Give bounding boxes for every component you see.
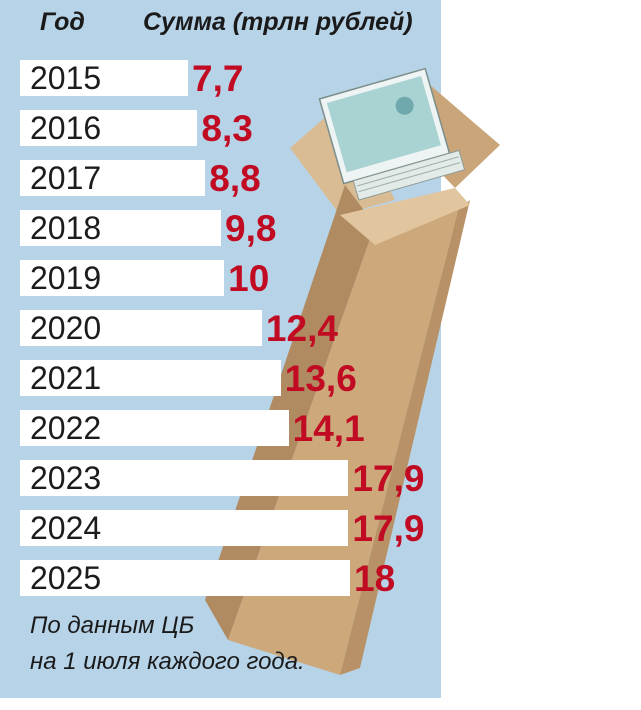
year-label-2015: 2015 bbox=[30, 60, 102, 96]
year-label-2021: 2021 bbox=[30, 360, 102, 396]
year-column-header: Год bbox=[40, 8, 85, 36]
bar-2022 bbox=[20, 410, 289, 446]
value-label-2016: 8,3 bbox=[201, 108, 253, 149]
year-label-2022: 2022 bbox=[30, 410, 102, 446]
bar-2017 bbox=[20, 160, 206, 196]
source-line-1: По данным ЦБ bbox=[30, 612, 195, 639]
bar-2024 bbox=[20, 510, 349, 546]
value-label-2021: 13,6 bbox=[284, 358, 357, 399]
bar-2018 bbox=[20, 210, 222, 246]
year-label-2018: 2018 bbox=[30, 210, 102, 246]
bar-2023 bbox=[20, 460, 349, 496]
year-label-2025: 2025 bbox=[30, 560, 102, 596]
value-label-2019: 10 bbox=[228, 258, 270, 299]
value-label-2025: 18 bbox=[354, 558, 396, 599]
bar-2019 bbox=[20, 260, 225, 296]
bar-2021 bbox=[20, 360, 281, 396]
source-line-2: на 1 июля каждого года. bbox=[30, 648, 305, 675]
year-label-2016: 2016 bbox=[30, 110, 102, 146]
year-label-2023: 2023 bbox=[30, 460, 102, 496]
year-label-2020: 2020 bbox=[30, 310, 102, 346]
value-label-2020: 12,4 bbox=[265, 308, 338, 349]
year-label-2019: 2019 bbox=[30, 260, 102, 296]
value-label-2018: 9,8 bbox=[225, 208, 277, 249]
value-label-2017: 8,8 bbox=[209, 158, 261, 199]
sum-column-header: Сумма (трлн рублей) bbox=[143, 8, 413, 36]
bar-2025 bbox=[20, 560, 350, 596]
year-label-2024: 2024 bbox=[30, 510, 102, 546]
bar-2015 bbox=[20, 60, 188, 96]
bar-2016 bbox=[20, 110, 198, 146]
bar-2020 bbox=[20, 310, 262, 346]
value-label-2024: 17,9 bbox=[352, 508, 425, 549]
value-label-2023: 17,9 bbox=[352, 458, 425, 499]
value-label-2022: 14,1 bbox=[292, 408, 365, 449]
value-label-2015: 7,7 bbox=[192, 58, 244, 99]
year-label-2017: 2017 bbox=[30, 160, 102, 196]
